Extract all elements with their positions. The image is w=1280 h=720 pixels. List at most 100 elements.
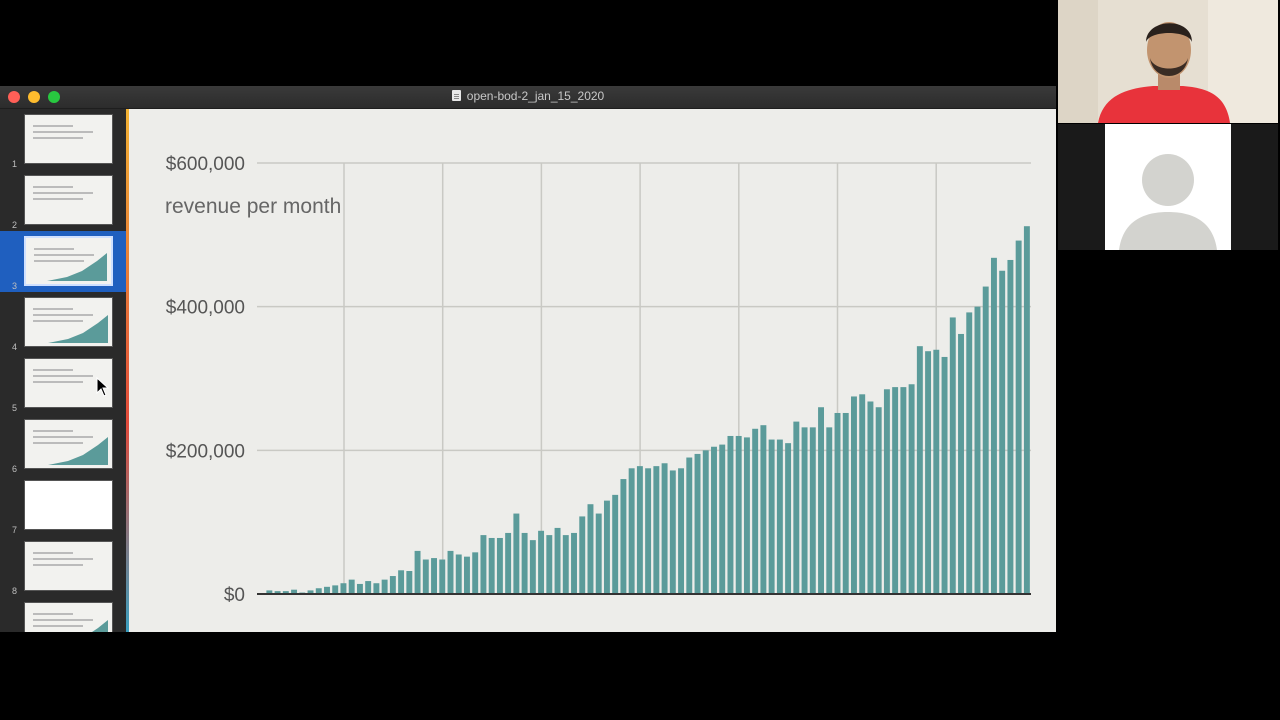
revenue-bar	[505, 532, 512, 594]
revenue-bar	[538, 530, 545, 594]
slide-thumbnail-image	[24, 480, 113, 530]
revenue-bar	[562, 535, 569, 594]
revenue-bar	[513, 513, 520, 594]
slide-thumbnail[interactable]: 8	[0, 536, 126, 597]
slide-canvas: $0 $200,000 $400,000 $600,000	[129, 109, 1056, 632]
revenue-bar	[925, 351, 932, 594]
revenue-bar	[908, 384, 915, 594]
participant-video-tile[interactable]	[1058, 124, 1278, 250]
revenue-bar	[546, 535, 553, 594]
revenue-bar	[834, 412, 841, 594]
revenue-bar	[916, 346, 923, 594]
chart-title: revenue per month	[165, 195, 342, 218]
revenue-bar	[883, 389, 890, 594]
revenue-bar	[900, 387, 907, 594]
document-icon	[451, 90, 461, 101]
revenue-bar	[793, 421, 800, 594]
slide-thumbnail[interactable]: 1	[0, 109, 126, 170]
revenue-bar	[587, 504, 594, 594]
revenue-bar	[933, 349, 940, 594]
revenue-bar	[356, 583, 363, 594]
revenue-bar	[941, 356, 948, 594]
title-bar[interactable]: open-bod-2_jan_15_2020	[0, 86, 1056, 109]
slide-number: 2	[12, 220, 18, 230]
slide-thumbnail[interactable]: 3	[0, 231, 126, 292]
revenue-bar	[439, 559, 446, 594]
revenue-bar	[389, 576, 396, 594]
slide-thumbnail[interactable]: 6	[0, 414, 126, 475]
slide-thumbnail-image	[24, 419, 113, 469]
slide-thumbnail-image	[24, 297, 113, 347]
revenue-bar	[620, 479, 627, 594]
slide-navigator[interactable]: 1 2 3 4 5 6 7 8	[0, 109, 126, 632]
minimize-window-button[interactable]	[28, 91, 40, 103]
revenue-bar	[859, 394, 866, 594]
revenue-bar	[801, 427, 808, 594]
revenue-bar	[999, 270, 1006, 594]
person-silhouette-icon	[1119, 154, 1217, 250]
maximize-window-button[interactable]	[48, 91, 60, 103]
revenue-bar	[966, 312, 973, 594]
slide-number: 3	[12, 281, 18, 291]
revenue-bar	[669, 470, 676, 594]
revenue-bar	[282, 591, 289, 594]
revenue-bar	[496, 537, 503, 594]
y-tick-label: $200,000	[166, 441, 245, 462]
slide-thumbnail[interactable]: 2	[0, 170, 126, 231]
y-tick-label: $600,000	[166, 154, 245, 175]
revenue-bar	[324, 586, 330, 594]
presenter-video-tile[interactable]	[1058, 0, 1278, 123]
slide-thumbnail[interactable]	[0, 597, 126, 632]
revenue-bar	[743, 437, 750, 594]
revenue-bar	[628, 468, 635, 594]
revenue-bar	[1015, 240, 1022, 594]
revenue-bar	[694, 453, 701, 594]
slide-thumbnail[interactable]: 4	[0, 292, 126, 353]
revenue-bar	[645, 468, 652, 594]
document-title-text: open-bod-2_jan_15_2020	[466, 89, 605, 103]
revenue-bar	[958, 333, 964, 594]
revenue-bar	[529, 540, 536, 595]
revenue-bar	[768, 439, 775, 594]
revenue-bar	[579, 516, 586, 594]
revenue-bar	[603, 500, 610, 594]
keynote-window: open-bod-2_jan_15_2020 1 2 3 4 5 6 7 8 $0 $200,0…	[0, 86, 1056, 632]
slide-number: 7	[12, 525, 18, 535]
revenue-bar	[982, 286, 989, 594]
revenue-bar	[990, 257, 997, 594]
slide-thumbnail-image	[24, 175, 113, 225]
revenue-bar	[373, 583, 380, 594]
revenue-bar	[776, 439, 783, 594]
revenue-bar	[851, 396, 857, 594]
revenue-bar	[340, 583, 347, 594]
revenue-bar	[809, 427, 816, 594]
slide-thumbnail[interactable]: 5	[0, 353, 126, 414]
slide-thumbnail-image	[24, 541, 113, 591]
revenue-bar	[472, 552, 479, 594]
slide-number: 6	[12, 464, 18, 474]
revenue-bar	[274, 591, 281, 594]
revenue-bar	[1007, 259, 1014, 594]
revenue-bar	[636, 466, 643, 594]
revenue-bar	[365, 581, 372, 594]
slide-number: 4	[12, 342, 18, 352]
revenue-bar	[719, 444, 726, 594]
slide-number: 5	[12, 403, 18, 413]
revenue-bar	[571, 532, 577, 594]
slide-thumbnail[interactable]: 7	[0, 475, 126, 536]
revenue-bar	[842, 412, 849, 594]
close-window-button[interactable]	[8, 91, 20, 103]
revenue-bar	[414, 550, 421, 594]
revenue-bar	[949, 317, 956, 594]
revenue-bar	[266, 590, 273, 594]
revenue-bar	[760, 425, 767, 594]
revenue-bar	[307, 590, 314, 594]
revenue-bar	[686, 457, 693, 594]
revenue-bar	[480, 535, 487, 594]
revenue-bar	[1023, 226, 1030, 594]
revenue-bar	[974, 306, 981, 594]
revenue-bar	[521, 532, 528, 594]
revenue-bar	[595, 513, 602, 594]
revenue-bar	[752, 428, 759, 594]
y-tick-label: $0	[224, 585, 245, 606]
